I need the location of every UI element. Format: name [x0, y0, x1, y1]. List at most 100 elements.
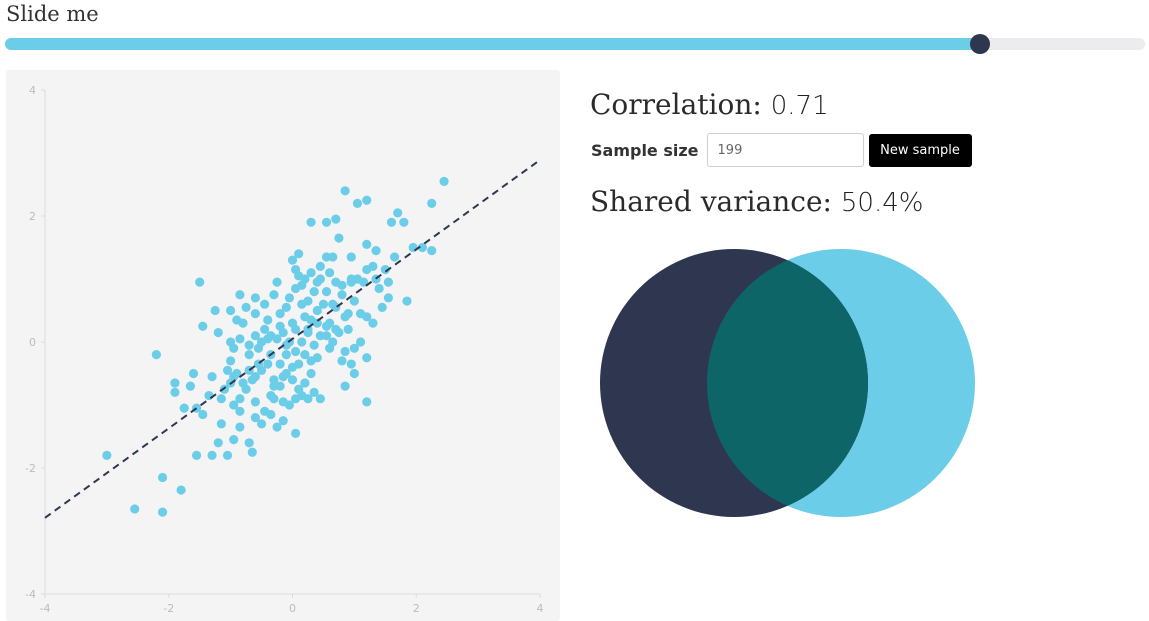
data-point	[188, 368, 199, 379]
data-point	[321, 217, 332, 227]
data-point	[222, 365, 233, 375]
data-point	[325, 268, 335, 278]
data-point	[235, 290, 245, 300]
data-point	[247, 447, 257, 457]
regression-line	[44, 159, 541, 519]
sample-size-input[interactable]	[706, 133, 864, 167]
data-point	[260, 406, 270, 416]
data-point	[290, 283, 301, 294]
scatter-plot: -4 -2 0 2 4 -4 -2 0 2 4	[25, 84, 543, 615]
y-tick-label: 0	[29, 336, 36, 349]
y-tick-label: 2	[29, 210, 36, 223]
data-point	[346, 252, 356, 262]
data-point	[417, 242, 428, 253]
data-point	[362, 397, 372, 407]
correlation-slider[interactable]	[5, 34, 1145, 54]
data-point	[306, 217, 316, 227]
data-point	[321, 287, 332, 297]
data-point	[241, 302, 251, 312]
data-point	[195, 277, 205, 287]
shared-variance-label: Shared variance:	[590, 185, 832, 218]
data-point	[170, 378, 180, 388]
data-point	[102, 450, 112, 460]
data-point	[306, 268, 316, 278]
data-point	[325, 318, 335, 328]
data-point	[380, 264, 390, 275]
data-point	[297, 337, 307, 347]
correlation-readout: Correlation: 0.71	[590, 88, 829, 121]
data-point	[151, 350, 161, 360]
data-point	[402, 296, 412, 306]
data-point	[185, 381, 196, 391]
data-point	[275, 309, 285, 319]
data-point	[287, 362, 298, 372]
sample-size-label: Sample size	[591, 140, 699, 160]
data-point	[235, 334, 245, 344]
data-point	[213, 327, 223, 338]
x-tick-label: -2	[163, 602, 174, 615]
data-point	[235, 394, 245, 404]
data-point	[247, 375, 257, 385]
shared-variance-readout: Shared variance: 50.4%	[590, 185, 923, 218]
data-point	[269, 381, 279, 391]
data-point	[352, 198, 363, 208]
data-point	[309, 387, 319, 397]
data-point	[235, 422, 245, 432]
data-point	[349, 368, 359, 379]
data-point	[272, 277, 282, 287]
data-point	[250, 309, 260, 319]
data-point	[210, 305, 220, 316]
data-point	[229, 372, 239, 382]
slider-handle[interactable]	[969, 34, 990, 54]
data-point	[300, 378, 310, 388]
data-point	[272, 422, 282, 432]
data-point	[266, 390, 276, 401]
data-point	[328, 299, 338, 309]
data-point	[256, 337, 267, 347]
data-point	[290, 264, 301, 275]
data-point	[238, 378, 248, 388]
data-point	[399, 217, 409, 227]
x-tick-label: -4	[40, 602, 51, 615]
data-point	[170, 387, 180, 397]
data-point	[244, 340, 254, 350]
data-point	[198, 409, 208, 420]
data-point	[281, 340, 291, 350]
data-point	[213, 438, 223, 448]
data-point	[328, 252, 338, 262]
data-point	[374, 283, 384, 294]
shared-variance-value: 50.4%	[840, 188, 924, 218]
data-point	[290, 324, 301, 334]
data-point	[439, 176, 449, 186]
data-point	[297, 390, 307, 401]
data-point	[226, 305, 236, 316]
data-point	[207, 372, 217, 382]
data-point	[157, 507, 168, 517]
x-tick-label: 2	[413, 602, 420, 615]
data-point	[260, 299, 270, 309]
data-point	[362, 353, 372, 363]
new-sample-button[interactable]: New sample	[868, 133, 972, 167]
data-point	[281, 302, 291, 312]
data-point	[179, 403, 189, 413]
data-point	[309, 340, 319, 350]
sample-controls: Sample size New sample	[591, 133, 972, 167]
data-point	[346, 274, 356, 284]
data-point	[256, 419, 267, 429]
data-point	[281, 350, 291, 360]
data-point	[290, 428, 301, 438]
data-point	[383, 277, 394, 287]
data-point	[408, 242, 418, 253]
data-point	[340, 186, 350, 196]
data-point	[260, 324, 270, 334]
data-point	[362, 239, 372, 249]
data-point	[300, 274, 310, 284]
data-point	[250, 293, 260, 303]
data-point	[337, 356, 347, 366]
correlation-value: 0.71	[770, 91, 829, 121]
data-point	[216, 419, 226, 429]
data-point	[287, 375, 298, 385]
data-point	[294, 249, 304, 259]
data-point	[383, 293, 394, 303]
data-point	[393, 208, 403, 218]
